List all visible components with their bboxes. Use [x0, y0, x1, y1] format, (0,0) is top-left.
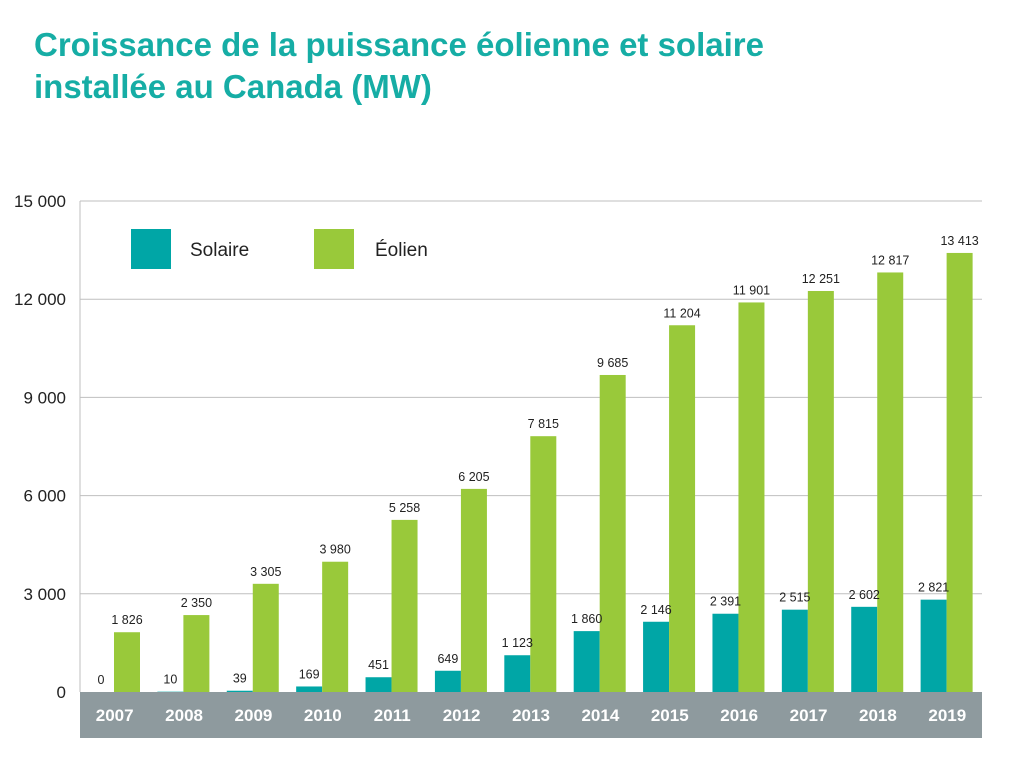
bar-eolien-2014: [599, 374, 626, 692]
x-axis-band: [80, 692, 982, 738]
bar-solaire-2013: [504, 655, 531, 692]
value-label-eolien-2019: 13 413: [940, 234, 978, 248]
x-tick-label-2012: 2012: [443, 706, 481, 725]
y-tick-label: 12 000: [14, 290, 66, 309]
value-label-eolien-2012: 6 205: [458, 470, 489, 484]
bar-eolien-2018: [877, 272, 904, 692]
value-label-eolien-2016: 11 901: [733, 283, 770, 297]
x-tick-label-2018: 2018: [859, 706, 897, 725]
x-tick-label-2010: 2010: [304, 706, 342, 725]
value-label-eolien-2017: 12 251: [802, 272, 840, 286]
value-label-solaire-2014: 1 860: [571, 612, 602, 626]
value-label-solaire-2015: 2 146: [640, 603, 671, 617]
bar-eolien-2017: [807, 290, 834, 692]
bar-eolien-2015: [669, 325, 696, 692]
bar-solaire-2014: [573, 631, 600, 692]
bars: [114, 252, 973, 692]
value-labels: 0 1 826 10 2 350 39 3 305 169 3 980 451 5 258 649 6…: [98, 234, 979, 687]
x-tick-label-2014: 2014: [581, 706, 619, 725]
bar-solaire-2017: [781, 609, 808, 692]
x-tick-label-2007: 2007: [96, 706, 134, 725]
value-label-eolien-2011: 5 258: [389, 501, 420, 515]
value-label-eolien-2018: 12 817: [871, 253, 909, 267]
value-label-solaire-2011: 451: [368, 658, 389, 672]
value-label-eolien-2010: 3 980: [320, 543, 351, 557]
value-label-solaire-2009: 39: [233, 672, 247, 686]
chart-title-line-2: installée au Canada (MW): [34, 68, 432, 105]
value-label-solaire-2019: 2 821: [918, 581, 949, 595]
value-label-solaire-2012: 649: [437, 652, 458, 666]
value-label-solaire-2008: 10: [163, 673, 177, 687]
value-label-solaire-2016: 2 391: [710, 595, 741, 609]
value-label-solaire-2007: 0: [98, 673, 105, 687]
x-tick-label-2017: 2017: [790, 706, 828, 725]
bar-solaire-2018: [851, 606, 878, 692]
y-tick-label: 3 000: [23, 585, 66, 604]
x-tick-label-2009: 2009: [235, 706, 273, 725]
value-label-eolien-2014: 9 685: [597, 356, 628, 370]
value-label-solaire-2017: 2 515: [779, 591, 810, 605]
legend-label-eolien: Éolien: [375, 240, 428, 261]
legend-label-solaire: Solaire: [190, 240, 249, 261]
bar-solaire-2011: [365, 677, 392, 692]
x-tick-label-2016: 2016: [720, 706, 758, 725]
value-label-solaire-2018: 2 602: [849, 588, 880, 602]
legend-swatch-solaire: [131, 229, 171, 269]
bar-solaire-2012: [434, 670, 461, 692]
bar-solaire-2009: [226, 690, 253, 692]
x-tick-label-2019: 2019: [928, 706, 966, 725]
y-tick-label: 9 000: [23, 388, 66, 407]
value-label-eolien-2009: 3 305: [250, 565, 281, 579]
value-label-solaire-2013: 1 123: [502, 636, 533, 650]
bar-eolien-2016: [738, 302, 765, 692]
x-tick-label-2015: 2015: [651, 706, 689, 725]
x-axis-band: 2007 2008 2009 2010 2011 2012 2013 2014 2015 2016…: [80, 692, 982, 738]
bar-eolien-2010: [322, 561, 349, 692]
bar-solaire-2015: [643, 621, 670, 692]
value-label-eolien-2013: 7 815: [528, 417, 559, 431]
bar-eolien-2012: [460, 488, 487, 692]
chart-title: Croissance de la puissance éolienne et s…: [34, 24, 934, 108]
value-label-eolien-2008: 2 350: [181, 596, 212, 610]
value-label-eolien-2007: 1 826: [111, 613, 142, 627]
y-axis-ticks: 0 3 000 6 000 9 000 12 000 15 000: [14, 192, 66, 702]
bar-eolien-2008: [183, 615, 210, 692]
bar-eolien-2009: [252, 583, 279, 692]
value-label-solaire-2010: 169: [299, 667, 320, 681]
bar-eolien-2011: [391, 519, 418, 692]
x-tick-label-2013: 2013: [512, 706, 550, 725]
bar-eolien-2013: [530, 436, 557, 692]
x-tick-label-2008: 2008: [165, 706, 203, 725]
bar-solaire-2016: [712, 613, 739, 692]
x-tick-label-2011: 2011: [374, 706, 411, 725]
value-label-eolien-2015: 11 204: [663, 306, 700, 320]
bar-eolien-2019: [946, 252, 973, 692]
y-tick-label: 6 000: [23, 487, 66, 506]
chart-title-line-1: Croissance de la puissance éolienne et s…: [34, 26, 764, 63]
y-tick-label: 15 000: [14, 192, 66, 211]
bar-solaire-2019: [920, 599, 947, 692]
legend: Solaire Éolien: [131, 229, 428, 269]
y-tick-label: 0: [57, 683, 66, 702]
legend-swatch-eolien: [314, 229, 354, 269]
bar-eolien-2007: [114, 632, 140, 692]
bar-solaire-2010: [296, 686, 323, 692]
